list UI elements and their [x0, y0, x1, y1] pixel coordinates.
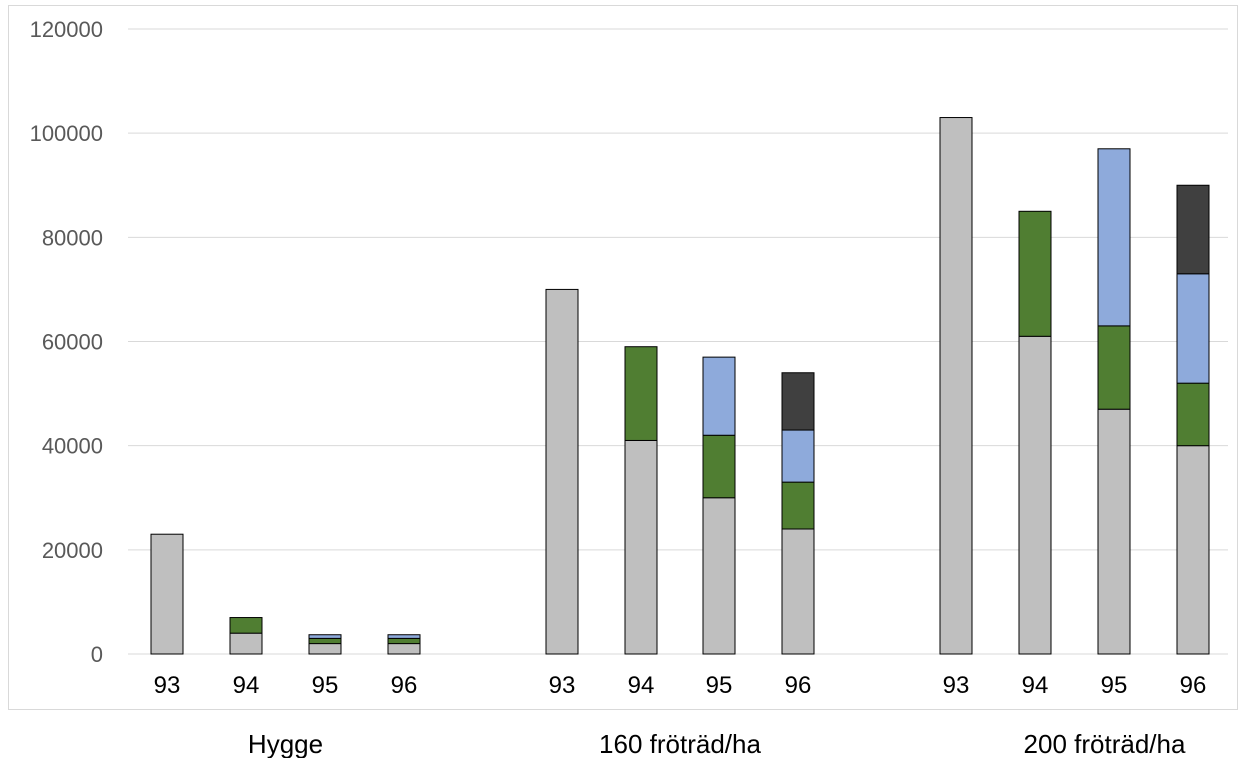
- bar-segment: [702, 497, 736, 655]
- bar-segment: [308, 637, 342, 645]
- bar-segment: [781, 429, 815, 483]
- x-tick-label: 94: [233, 672, 260, 699]
- bar-segment: [545, 288, 579, 655]
- x-tick-label: 95: [1101, 672, 1128, 699]
- y-tick-label: 80000: [42, 225, 103, 250]
- bar-segment: [624, 439, 658, 655]
- bar-segment: [624, 346, 658, 441]
- bar-segment: [387, 637, 421, 645]
- bar-segment: [1018, 335, 1052, 655]
- chart-frame: [8, 5, 1238, 710]
- bar-segment: [939, 117, 973, 655]
- x-tick-label: 93: [549, 672, 576, 699]
- group-label: 200 fröträd/ha: [1024, 729, 1186, 758]
- y-tick-label: 100000: [30, 121, 103, 146]
- bar-segment: [1097, 148, 1131, 327]
- bar-segment: [1176, 273, 1210, 384]
- x-tick-label: 96: [1180, 672, 1207, 699]
- bar-segment: [702, 356, 736, 436]
- bar-segment: [150, 533, 184, 655]
- x-tick-label: 94: [628, 672, 655, 699]
- bars: [150, 117, 1210, 655]
- y-tick-label: 20000: [42, 538, 103, 563]
- y-tick-label: 60000: [42, 330, 103, 355]
- bar-segment: [1176, 184, 1210, 275]
- x-tick-label: 93: [154, 672, 181, 699]
- bar-segment: [1176, 445, 1210, 655]
- x-tick-label: 96: [785, 672, 812, 699]
- bar-segment: [229, 632, 263, 655]
- bar-segment: [781, 528, 815, 655]
- y-tick-label: 40000: [42, 434, 103, 459]
- bar-segment: [308, 643, 342, 655]
- bar-segment: [308, 634, 342, 639]
- bar-segment: [1097, 408, 1131, 655]
- y-tick-label: 120000: [30, 17, 103, 42]
- bar-segment: [229, 617, 263, 634]
- bar-segment: [1176, 382, 1210, 447]
- bar-segment: [1097, 325, 1131, 410]
- bar-segment: [387, 634, 421, 639]
- y-tick-label: 0: [91, 642, 103, 667]
- bar-segment: [781, 372, 815, 431]
- bar-segment: [702, 434, 736, 499]
- x-tick-label: 95: [706, 672, 733, 699]
- x-tick-label: 95: [312, 672, 339, 699]
- x-tick-label: 96: [391, 672, 418, 699]
- x-tick-label: 93: [943, 672, 970, 699]
- gridlines: [128, 28, 1228, 655]
- x-axis-ticks: 93 94 95 96 93 94 95 96 93 94 95 96: [154, 672, 1207, 699]
- group-labels: Hygge 160 fröträd/ha 200 fröträd/ha: [248, 729, 1186, 758]
- y-axis-ticks: 0 20000 40000 60000 80000 100000 120000: [30, 17, 103, 667]
- x-tick-label: 94: [1022, 672, 1049, 699]
- group-label: 160 fröträd/ha: [599, 729, 761, 758]
- bar-segment: [781, 481, 815, 530]
- bar-segment: [1018, 210, 1052, 337]
- bar-segment: [387, 643, 421, 655]
- group-label: Hygge: [248, 729, 323, 758]
